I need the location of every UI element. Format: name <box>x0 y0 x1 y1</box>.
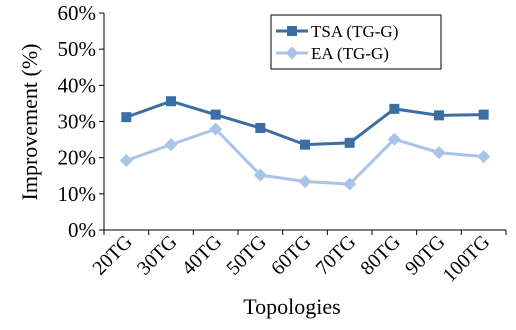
x-tick-label: 40TG <box>178 231 227 280</box>
series-1 <box>119 122 491 191</box>
legend-label: EA (TG-G) <box>311 44 389 63</box>
data-point-marker <box>287 26 297 36</box>
y-tick-label: 40% <box>58 73 97 97</box>
legend-items: TSA (TG-G) EA (TG-G) <box>276 22 398 63</box>
series-line <box>125 99 484 147</box>
y-tick-label: 30% <box>58 110 97 134</box>
data-point-marker <box>478 109 489 120</box>
y-axis-title: Improvement (%) <box>17 44 42 201</box>
legend: TSA (TG-G) EA (TG-G) <box>270 14 442 70</box>
data-point-marker <box>344 137 355 148</box>
y-tick-label: 10% <box>58 182 97 206</box>
data-point-marker <box>477 150 491 164</box>
axes <box>99 12 507 235</box>
data-point-marker <box>253 168 267 182</box>
x-tick-label: 80TG <box>356 231 405 280</box>
x-tick-label: 70TG <box>312 231 361 280</box>
legend-box <box>270 14 442 70</box>
y-tick-label: 50% <box>58 37 97 61</box>
data-point-marker <box>166 96 176 107</box>
data-point-marker <box>209 122 223 136</box>
data-point-marker <box>432 146 446 160</box>
y-tick-label: 20% <box>58 146 97 170</box>
series <box>119 96 491 191</box>
data-point-marker <box>121 112 132 123</box>
data-point-marker <box>343 177 357 191</box>
y-tick-labels: 0% 10% 20% 30% 40% 50% 60% <box>58 1 97 242</box>
data-point-marker <box>387 132 401 146</box>
data-point-marker <box>298 175 312 189</box>
data-point-marker <box>255 123 266 134</box>
data-point-marker <box>210 109 221 120</box>
x-tick-label: 30TG <box>133 231 182 280</box>
y-tick-label: 60% <box>58 1 97 25</box>
x-tick-label: 50TG <box>222 231 271 280</box>
data-point-marker <box>164 138 178 152</box>
data-point-marker <box>389 103 400 114</box>
data-point-marker <box>434 110 444 121</box>
data-point-marker <box>119 154 133 168</box>
x-axis-title: Topologies <box>243 294 340 319</box>
data-point-marker <box>300 139 310 150</box>
data-point-marker <box>285 46 299 60</box>
y-tick-label: 0% <box>68 218 96 242</box>
x-tick-label: 60TG <box>267 231 316 280</box>
series-0 <box>121 96 489 150</box>
legend-label: TSA (TG-G) <box>311 22 398 41</box>
x-tick-label: 100TG <box>439 231 495 287</box>
